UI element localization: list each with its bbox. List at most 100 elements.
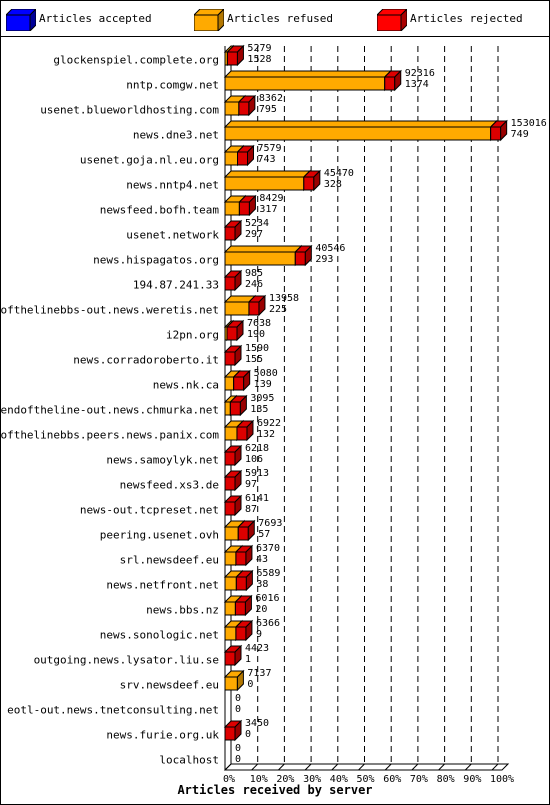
value-label-total: 6922 bbox=[257, 418, 281, 429]
x-tick-label: 20% bbox=[276, 774, 294, 785]
value-label-rejected: 97 bbox=[245, 479, 257, 490]
legend-swatch-refused bbox=[194, 9, 224, 31]
x-tick-mark bbox=[224, 763, 232, 771]
value-label-rejected: 43 bbox=[256, 554, 268, 565]
x-tick-mark bbox=[304, 763, 312, 771]
value-label-total: 7638 bbox=[247, 318, 271, 329]
category-label: usenet.blueworldhosting.com bbox=[40, 104, 219, 117]
category-label: news.netfront.net bbox=[106, 579, 219, 592]
x-axis-title: Articles received by server bbox=[177, 783, 373, 797]
category-label: eotl-out.news.tnetconsulting.net bbox=[7, 704, 219, 717]
value-label-rejected: 190 bbox=[247, 329, 265, 340]
value-label-rejected: 743 bbox=[258, 154, 276, 165]
value-label-rejected: 297 bbox=[245, 229, 263, 240]
legend-label-refused: Articles refused bbox=[227, 12, 333, 25]
category-label: news.samoylyk.net bbox=[106, 454, 219, 467]
value-label-rejected: 1 bbox=[245, 654, 251, 665]
category-label: peering.usenet.ovh bbox=[100, 529, 219, 542]
value-label-total: 8362 bbox=[259, 93, 283, 104]
value-label-rejected: 135 bbox=[250, 404, 268, 415]
value-label-rejected: 0 bbox=[247, 679, 253, 690]
value-label-total: 8429 bbox=[259, 193, 283, 204]
value-label-rejected: 9 bbox=[256, 629, 262, 640]
legend-label-accepted: Articles accepted bbox=[39, 12, 152, 25]
value-label-rejected: 20 bbox=[255, 604, 267, 615]
bar-rejected bbox=[247, 294, 267, 317]
value-label-total: 3095 bbox=[250, 393, 274, 404]
bar-refused bbox=[223, 69, 392, 92]
bar-rejected bbox=[489, 119, 508, 142]
category-label: news.dne3.net bbox=[133, 129, 219, 142]
bar-rejected bbox=[234, 544, 254, 567]
legend-label-rejected: Articles rejected bbox=[410, 12, 523, 25]
category-label: 194.87.241.33 bbox=[133, 279, 219, 292]
x-tick-mark bbox=[331, 763, 339, 771]
category-label: outgoing.news.lysator.liu.se bbox=[34, 654, 219, 667]
category-label: srv.newsdeef.eu bbox=[120, 679, 219, 692]
value-label-total: 0 bbox=[235, 743, 241, 754]
value-label-rejected: 38 bbox=[256, 579, 268, 590]
bar-rejected bbox=[235, 419, 255, 442]
x-tick-mark bbox=[438, 763, 445, 771]
value-label-rejected: 87 bbox=[245, 504, 257, 515]
bar-rejected bbox=[223, 219, 243, 242]
value-label-rejected: 749 bbox=[511, 129, 529, 140]
bar-rejected bbox=[225, 319, 245, 342]
bar-rejected bbox=[234, 594, 253, 617]
value-label-rejected: 0 bbox=[235, 754, 241, 765]
bar-rejected bbox=[294, 244, 313, 267]
bar-rejected bbox=[237, 94, 257, 117]
x-tick-label: 40% bbox=[330, 774, 348, 785]
category-label: usenet.goja.nl.eu.org bbox=[80, 154, 219, 167]
category-label: news.nk.ca bbox=[153, 379, 219, 392]
value-label-rejected: 795 bbox=[259, 104, 277, 115]
value-label-total: 153016 bbox=[511, 118, 547, 129]
bar-rejected bbox=[223, 494, 243, 517]
category-label: usenet.network bbox=[126, 229, 219, 242]
bar-refused bbox=[223, 669, 245, 692]
x-tick-mark bbox=[491, 763, 499, 771]
x-tick-mark bbox=[384, 763, 392, 771]
x-tick-label: 60% bbox=[383, 774, 401, 785]
x-tick-label: 30% bbox=[303, 774, 321, 785]
value-label-rejected: 57 bbox=[258, 529, 270, 540]
value-label-total: 6218 bbox=[245, 443, 269, 454]
bar-rejected bbox=[223, 719, 243, 742]
category-label: nntp.comgw.net bbox=[126, 79, 219, 92]
category-label: i2pn.org bbox=[166, 329, 219, 342]
value-label-rejected: 1528 bbox=[247, 54, 271, 65]
value-label-rejected: 132 bbox=[257, 429, 275, 440]
value-label-total: 45470 bbox=[324, 168, 354, 179]
bar-rejected bbox=[302, 169, 322, 192]
x-tick-label: 80% bbox=[437, 774, 455, 785]
x-tick-label: 90% bbox=[463, 774, 481, 785]
value-label-total: 5913 bbox=[245, 468, 269, 479]
bar-rejected bbox=[383, 69, 402, 92]
x-tick-label: 70% bbox=[410, 774, 428, 785]
value-label-total: 4423 bbox=[245, 643, 269, 654]
legend: Articles accepted Articles refused Artic… bbox=[0, 0, 550, 37]
value-label-rejected: 293 bbox=[315, 254, 333, 265]
bar-rejected bbox=[223, 269, 243, 292]
category-label: news.furie.org.uk bbox=[106, 729, 219, 742]
bar-refused bbox=[223, 119, 498, 142]
bar-rejected bbox=[223, 644, 243, 667]
x-tick-label: 50% bbox=[357, 774, 375, 785]
value-label-total: 7693 bbox=[258, 518, 282, 529]
bar-rejected bbox=[232, 369, 251, 392]
value-label-total: 92316 bbox=[405, 68, 435, 79]
bar-rejected bbox=[236, 144, 255, 167]
legend-swatch-accepted bbox=[6, 9, 36, 31]
value-label-total: 6589 bbox=[256, 568, 280, 579]
value-label-total: 5279 bbox=[247, 43, 271, 54]
bar-rejected bbox=[235, 569, 254, 592]
value-label-total: 6141 bbox=[245, 493, 269, 504]
value-label-total: 5080 bbox=[254, 368, 278, 379]
value-label-total: 7137 bbox=[247, 668, 271, 679]
category-label: glockenspiel.complete.org bbox=[53, 54, 219, 67]
category-label: news.sonologic.net bbox=[100, 629, 219, 642]
x-tick-label: 0% bbox=[223, 774, 235, 785]
value-label-rejected: 225 bbox=[269, 304, 287, 315]
value-label-total: 3450 bbox=[245, 718, 269, 729]
